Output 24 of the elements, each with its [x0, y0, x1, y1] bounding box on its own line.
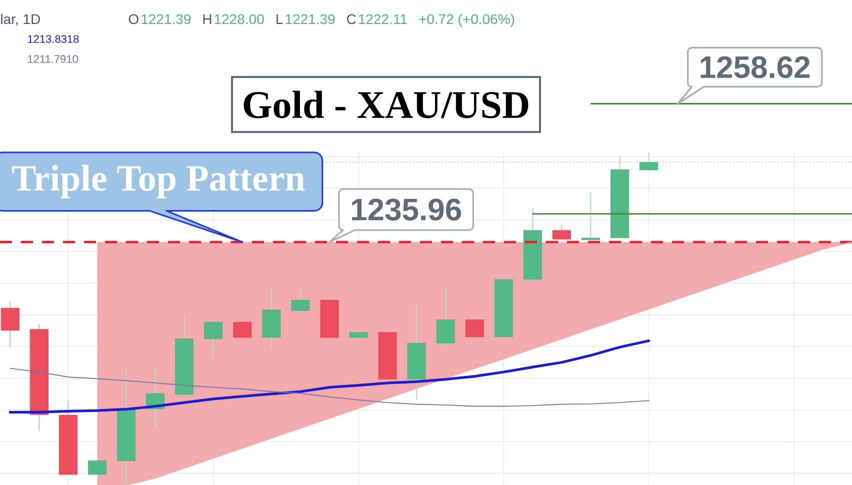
text: L [276, 14, 283, 24]
chart-title: Gold - XAU/USD [244, 90, 528, 118]
annotation: 1235.96 [352, 198, 461, 221]
candlestick [436, 287, 455, 344]
annotation: Triple Top Pattern [12, 164, 305, 198]
text: lar, 1D [1, 14, 40, 26]
text: 1258.62 [700, 56, 810, 78]
candlestick [552, 224, 572, 240]
candlestick [291, 286, 310, 312]
text: C [347, 14, 356, 24]
text: 1228.00 [214, 14, 264, 24]
text: 1211.7910 [28, 55, 78, 63]
text: +0.72 (+0.06%) [419, 14, 514, 27]
candlestick [0, 301, 20, 347]
text: 1221.39 [286, 14, 335, 24]
text: O [128, 14, 138, 24]
candlestick [465, 320, 484, 338]
text: H [203, 14, 212, 24]
text: 1222.11 [358, 14, 407, 24]
candlestick [233, 322, 252, 338]
candlestick [640, 152, 658, 171]
text: 1213.8318 [28, 35, 79, 43]
candlestick [204, 321, 223, 361]
text: 1221.39 [142, 14, 191, 24]
